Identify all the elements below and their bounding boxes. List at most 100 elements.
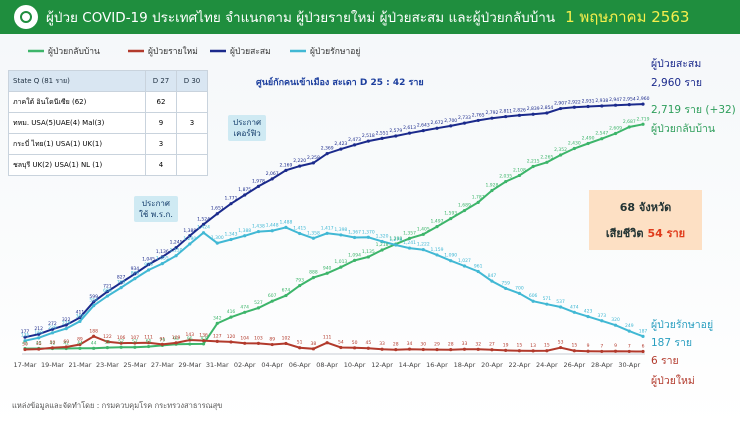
data-label-new: 89 xyxy=(77,337,83,343)
data-label-recovered: 2,265 xyxy=(540,154,553,160)
data-label-cumulative: 2,960 xyxy=(637,96,650,102)
data-point-recovered xyxy=(339,265,343,269)
data-label-cumulative: 212 xyxy=(34,326,43,332)
active-value-label: 187 ราย xyxy=(651,337,693,349)
data-point-active xyxy=(133,277,137,281)
data-label-active: 759 xyxy=(501,280,510,286)
data-label-cumulative: 2,765 xyxy=(472,112,485,118)
data-point-cumulative xyxy=(229,202,233,206)
data-point-new xyxy=(339,345,343,350)
data-label-recovered: 2,490 xyxy=(582,135,595,141)
data-point-new xyxy=(545,349,549,353)
summary-box: 68 จังหวัด เสียชีวิต 54 ราย xyxy=(589,190,702,250)
detention-center-note: ศูนย์กักคนเข้าเมือง สะเดา D 25 : 42 ราย xyxy=(256,78,424,88)
table-cell: 9 xyxy=(145,112,177,134)
data-label-new: 53 xyxy=(558,340,564,346)
data-labels: 41 42 42 42 44 44 52 57 57 65 79 93 95 97342416474527… xyxy=(21,96,650,349)
data-label-recovered: 1,357 xyxy=(403,230,416,236)
data-label-new: 9 xyxy=(587,343,590,349)
x-tick-label: 20-Apr xyxy=(481,361,503,369)
data-point-new xyxy=(531,349,535,353)
data-label-active: 668 xyxy=(103,288,112,294)
data-label-recovered: 65 xyxy=(146,339,152,345)
data-point-new xyxy=(37,347,41,351)
data-point-active xyxy=(37,336,41,340)
x-tick-label: 23-Mar xyxy=(96,361,119,369)
data-label-cumulative: 2,931 xyxy=(582,99,595,105)
data-point-recovered xyxy=(201,342,206,346)
data-label-new: 33 xyxy=(462,341,468,347)
data-point-new xyxy=(421,347,425,352)
data-label-cumulative: 2,220 xyxy=(293,158,306,164)
data-label-cumulative: 2,369 xyxy=(321,146,334,152)
data-label-active: 474 xyxy=(570,304,579,310)
data-label-cumulative: 177 xyxy=(21,329,30,335)
data-point-active xyxy=(490,279,494,283)
data-point-active xyxy=(641,334,645,338)
data-label-active: 366 xyxy=(76,313,85,319)
table-cell: ชลบุรี UK(2) USA(1) NL (1) xyxy=(8,154,146,176)
data-label-new: 111 xyxy=(144,335,153,341)
data-point-cumulative xyxy=(188,234,192,238)
data-point-cumulative xyxy=(298,164,302,168)
x-tick-label: 18-Apr xyxy=(454,361,476,369)
data-point-cumulative xyxy=(641,102,645,106)
data-label-new: 50 xyxy=(352,340,358,346)
data-label-active: 1,370 xyxy=(362,229,375,235)
data-point-new xyxy=(504,348,508,353)
data-point-active xyxy=(572,310,576,314)
header-bar: ผู้ป่วย COVID-19 ประเทศไทย จำแนกตาม ผู้ป… xyxy=(0,0,740,34)
data-label-cumulative: 322 xyxy=(62,317,71,323)
data-point-recovered xyxy=(105,346,109,350)
data-point-cumulative xyxy=(504,114,508,119)
data-label-active: 961 xyxy=(474,264,483,270)
x-tick-label: 25-Mar xyxy=(123,361,146,369)
data-point-recovered xyxy=(531,164,535,169)
data-point-active xyxy=(78,319,82,323)
data-label-recovered: 44 xyxy=(77,340,83,346)
new-name-label: ผู้ป่วยใหม่ xyxy=(651,375,695,387)
data-point-active xyxy=(105,294,109,298)
x-tick-label: 19-Mar xyxy=(41,361,64,369)
table-cell: ภาคใต้ อินโดนีเซีย (62) xyxy=(8,91,146,113)
x-tick-label: 06-Apr xyxy=(289,361,311,369)
table-cell xyxy=(176,91,208,113)
death-count: เสียชีวิต 54 ราย xyxy=(589,224,702,242)
x-tick-label: 22-Apr xyxy=(509,361,531,369)
data-point-new xyxy=(160,342,164,346)
data-label-recovered: 2,108 xyxy=(513,167,526,173)
legend-label: ผู้ป่วยสะสม xyxy=(230,46,271,57)
data-point-active xyxy=(394,243,398,247)
data-label-recovered: 1,593 xyxy=(444,211,457,217)
legend-label: ผู้ป่วยกลับบ้าน xyxy=(48,46,100,57)
data-point-cumulative xyxy=(380,136,384,140)
data-label-recovered: 2,352 xyxy=(554,147,567,153)
table-cell xyxy=(176,133,208,155)
data-point-active xyxy=(380,239,384,244)
data-label-active: 1,398 xyxy=(334,227,347,233)
data-label-recovered: 474 xyxy=(240,304,249,310)
data-label-new: 29 xyxy=(434,342,440,348)
data-point-active xyxy=(504,286,508,291)
data-point-cumulative xyxy=(490,116,494,120)
data-point-new xyxy=(600,349,604,354)
state-quarantine-table: State Q (81 ราย) D 27 D 30 ภาคใต้ อินโดน… xyxy=(8,70,208,176)
data-point-active xyxy=(559,305,563,309)
data-point-active xyxy=(545,302,549,306)
data-point-recovered xyxy=(407,236,412,240)
data-label-new: 9 xyxy=(614,343,617,349)
data-label-recovered: 1,013 xyxy=(334,259,347,265)
data-point-recovered xyxy=(641,122,645,126)
data-label-active: 1,090 xyxy=(444,253,457,259)
data-point-recovered xyxy=(215,321,219,325)
data-label-active: 1,367 xyxy=(348,230,361,236)
data-point-new xyxy=(517,349,522,353)
data-point-recovered xyxy=(133,345,137,349)
covid-line-chart: ผู้ป่วยกลับบ้าน ผู้ป่วยรายใหม่ ผู้ป่วยสะสม… xyxy=(14,46,650,369)
data-point-active xyxy=(462,264,467,268)
data-label-recovered: 57 xyxy=(118,339,124,345)
x-tick-label: 10-Apr xyxy=(344,361,366,369)
data-point-cumulative xyxy=(572,105,576,109)
legend-label: ผู้ป่วยรายใหม่ xyxy=(148,46,198,57)
data-point-cumulative xyxy=(339,147,343,151)
